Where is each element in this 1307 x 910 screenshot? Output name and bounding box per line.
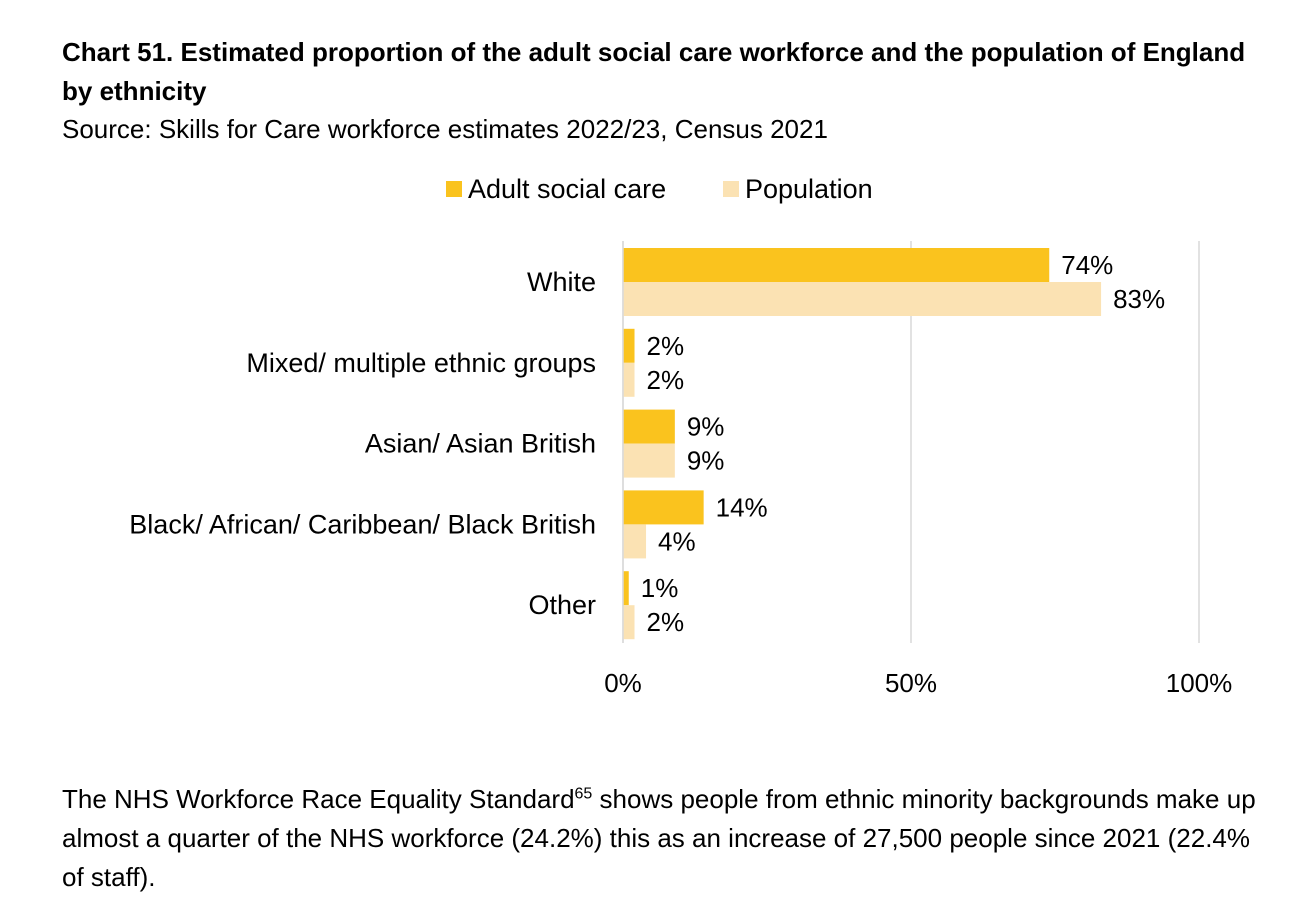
x-tick-label-1: 50%	[885, 668, 937, 698]
chart-title: Chart 51. Estimated proportion of the ad…	[62, 37, 1246, 106]
data-label-0-3: 14%	[716, 492, 768, 522]
legend-label-adult-social-care: Adult social care	[468, 174, 667, 204]
data-label-0-1: 2%	[647, 331, 685, 361]
chart-source: Source: Skills for Care workforce estima…	[62, 114, 828, 144]
bar-chart: White 74%83% Mixed/ multiple ethnic groups…	[129, 241, 1233, 698]
bar-1-4	[623, 605, 635, 640]
footnote-ref[interactable]: 65	[574, 785, 593, 803]
bar-0-4	[623, 571, 629, 606]
x-tick-label-0: 0%	[604, 668, 642, 698]
legend-label-population: Population	[745, 174, 873, 204]
x-tick-label-2: 100%	[1166, 668, 1233, 698]
data-label-1-2: 9%	[687, 446, 725, 476]
category-label-1: Mixed/ multiple ethnic groups	[246, 348, 596, 378]
data-label-1-3: 4%	[658, 526, 696, 556]
legend-item-population: Population	[723, 172, 873, 206]
bar-0-1	[623, 328, 635, 363]
chart-legend: Adult social care Population	[0, 172, 1307, 206]
data-label-1-1: 2%	[647, 365, 685, 395]
body-paragraph: The NHS Workforce Race Equality Standard…	[62, 780, 1262, 897]
category-label-0: White	[527, 267, 596, 297]
body-text-end: shows people from ethnic minority backgr…	[62, 784, 1256, 892]
bar-0-0	[623, 248, 1050, 282]
bar-1-2	[623, 443, 675, 478]
legend-swatch-population	[723, 181, 739, 197]
bar-0-3	[623, 490, 704, 525]
data-label-0-0: 74%	[1061, 250, 1113, 280]
data-label-0-2: 9%	[687, 412, 725, 442]
legend-swatch-adult-social-care	[446, 181, 462, 197]
data-label-1-0: 83%	[1113, 284, 1165, 314]
body-text-start: The NHS Workforce Race Equality Standard	[62, 784, 575, 814]
data-label-1-4: 2%	[647, 607, 685, 637]
bar-1-3	[623, 524, 647, 559]
bar-1-1	[623, 362, 635, 397]
legend-item-adult-social-care: Adult social care	[446, 172, 666, 206]
category-label-2: Asian/ Asian British	[365, 429, 596, 459]
bar-0-2	[623, 409, 675, 444]
category-label-4: Other	[528, 590, 596, 620]
category-label-3: Black/ African/ Caribbean/ Black British	[129, 509, 596, 539]
data-label-0-4: 1%	[641, 573, 679, 603]
bar-1-0	[623, 282, 1102, 316]
